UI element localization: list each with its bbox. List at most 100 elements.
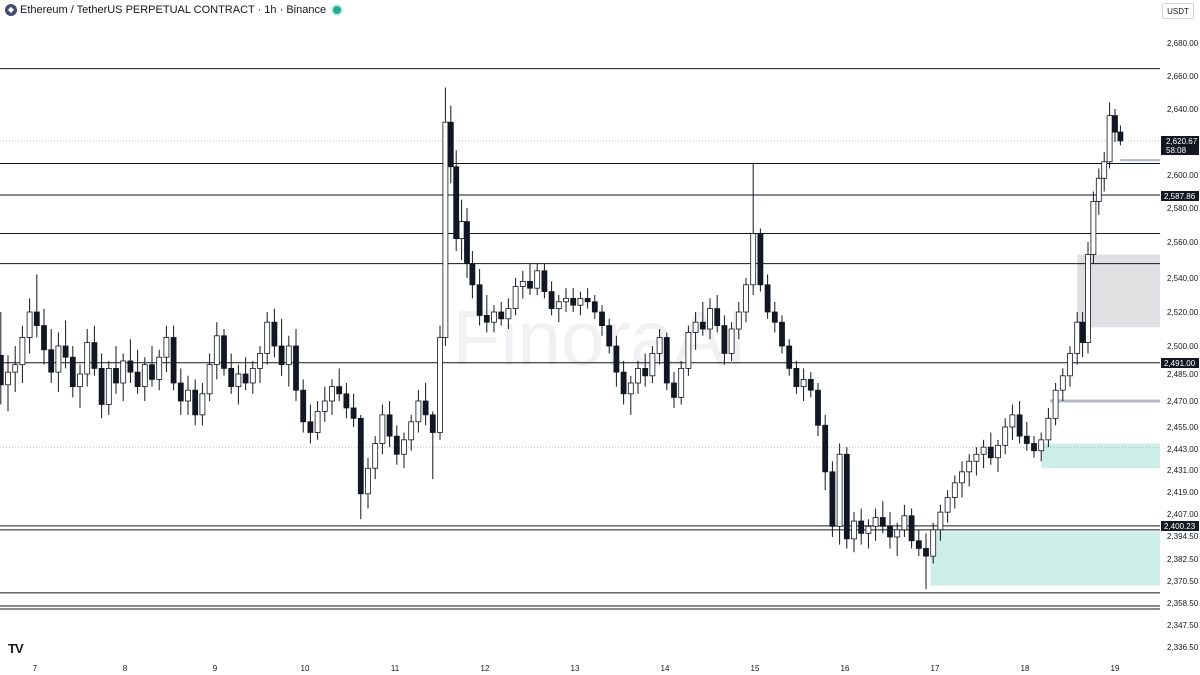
candle-body: [584, 297, 591, 303]
chart-header[interactable]: ◆ Ethereum / TetherUS PERPETUAL CONTRACT…: [0, 0, 1160, 20]
candle: [401, 432, 407, 469]
candle: [743, 278, 749, 323]
candle-body: [48, 349, 55, 373]
candle: [1038, 432, 1045, 462]
candle-body: [966, 460, 973, 473]
candle-body: [577, 297, 584, 306]
last-price-label: 2,620.67: [1166, 137, 1198, 146]
price-tag-bg: [1161, 136, 1199, 155]
candle: [192, 379, 199, 426]
candle-body: [1052, 389, 1059, 419]
candle: [408, 414, 415, 451]
price-tags-layer: 2,620.67 58:08 2,587.86 2,491.00 2,400.2…: [1161, 136, 1199, 531]
candle-body: [314, 410, 321, 433]
candle: [249, 360, 256, 394]
candle-body: [365, 467, 371, 495]
candle-body: [707, 308, 713, 330]
candle-body: [692, 321, 699, 333]
candle: [966, 454, 973, 487]
tradingview-logo[interactable]: TV: [8, 641, 24, 656]
candle-body: [458, 221, 465, 240]
candle-body: [635, 367, 641, 384]
candle: [458, 199, 465, 260]
candle-body: [714, 308, 721, 327]
candle-body: [519, 280, 526, 287]
candle: [84, 329, 91, 387]
candle-body: [555, 301, 562, 309]
time-axis[interactable]: 7 8 9 10 11 12 13 14 15 16 17 18 19: [33, 664, 1120, 673]
candle: [343, 383, 350, 419]
candle: [757, 228, 764, 292]
candle: [134, 349, 141, 394]
candle-body: [491, 311, 497, 323]
candle: [0, 312, 4, 405]
candle: [1016, 401, 1023, 444]
candle: [365, 457, 371, 509]
candle: [149, 346, 155, 387]
candle-body: [1095, 177, 1102, 202]
candle-body: [213, 335, 220, 366]
candle-body: [170, 337, 177, 384]
candle-body: [235, 373, 242, 388]
candle: [534, 263, 541, 295]
candle-body: [422, 400, 429, 416]
candle-body: [923, 548, 929, 557]
candle: [307, 404, 314, 444]
candle: [987, 432, 994, 465]
candle-body: [685, 331, 692, 369]
candle-body: [206, 364, 213, 395]
candle-body: [464, 221, 470, 265]
x-tick-label: 11: [391, 664, 400, 673]
candle: [379, 404, 386, 455]
candle: [735, 301, 742, 340]
symbol-title[interactable]: Ethereum / TetherUS PERPETUAL CONTRACT ·…: [20, 4, 327, 16]
candle-body: [959, 471, 965, 484]
candle: [235, 364, 242, 405]
candle: [750, 163, 757, 295]
candle: [69, 346, 76, 398]
candle-body: [149, 364, 155, 380]
candle: [1059, 368, 1066, 401]
candle-body: [858, 520, 865, 534]
candle: [548, 281, 555, 316]
candle-body: [1009, 414, 1016, 428]
candle: [779, 315, 785, 354]
candle-body: [829, 471, 836, 527]
candle: [793, 360, 800, 394]
candle-body: [764, 284, 771, 313]
candle: [33, 274, 40, 338]
price-axis[interactable]: 2,680.002,660.002,640.002,620.002,600.00…: [1167, 39, 1199, 652]
candle: [26, 298, 33, 354]
candle-body: [627, 382, 634, 395]
candle-body: [437, 337, 443, 433]
candle: [357, 414, 364, 520]
candle: [177, 368, 184, 415]
x-tick-label: 10: [301, 664, 310, 673]
candle: [271, 308, 278, 358]
candle-body: [498, 311, 505, 320]
candle-body: [5, 371, 11, 386]
candle: [498, 301, 505, 326]
candle: [429, 411, 436, 480]
candle-body: [786, 345, 793, 369]
candle: [336, 368, 343, 401]
candle: [213, 322, 220, 380]
candle-body: [156, 356, 163, 380]
candle-body: [271, 321, 278, 347]
candle: [257, 346, 263, 383]
candle-body: [901, 515, 908, 531]
y-tick-label: 2,680.00: [1167, 39, 1199, 48]
candle-body: [887, 525, 893, 538]
currency-selector[interactable]: USDT: [1162, 3, 1194, 19]
candle-body: [350, 407, 357, 419]
candle: [692, 312, 699, 350]
candle-body: [678, 367, 685, 398]
candle: [721, 315, 728, 365]
candle-body: [613, 345, 620, 373]
candle: [141, 357, 148, 401]
candle: [959, 461, 965, 498]
candle: [505, 298, 512, 329]
candle-body: [505, 308, 512, 320]
candle: [415, 390, 422, 433]
